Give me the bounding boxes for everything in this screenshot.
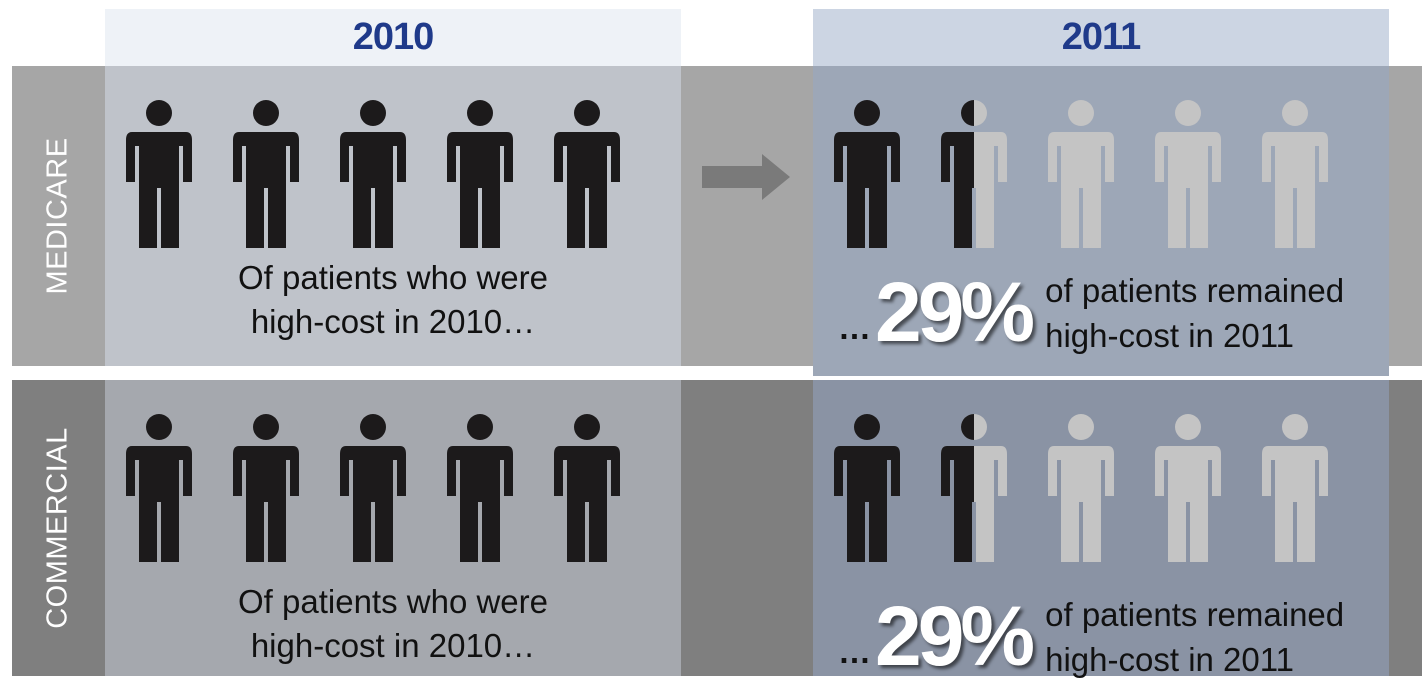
medicare-label-box [12,66,105,366]
arrow-right-icon [702,154,790,200]
medicare-2011-caption-line1: of patients remained [1045,271,1345,309]
commercial-2010-caption-line2: high-cost in 2010… [250,627,536,664]
commercial-ellipsis: … [838,632,871,670]
medicare-2011-people [834,100,1328,248]
commercial-2010-caption: Of patients who were high-cost in 2010… [105,580,681,668]
medicare-2010-caption: Of patients who were high-cost in 2010… [105,256,681,344]
person-icon [340,414,406,562]
medicare-2011-caption: of patients remained high-cost in 2011 [1045,268,1344,358]
person-icon [554,100,620,248]
medicare-2010-people [126,100,620,248]
person-icon [447,100,513,248]
medicare-row-label: MEDICARE [41,137,74,295]
person-icon [1262,100,1328,248]
medicare-2010-caption-line1: Of patients who were [238,259,548,296]
person-icon [554,414,620,562]
header-2011-label: 2011 [1061,16,1141,58]
person-icon [1155,100,1221,248]
medicare-percent: 29% [875,265,1035,359]
commercial-percent: 29% [875,589,1035,683]
person-icon [941,100,1007,248]
medicare-2011-caption-line2: high-cost in 2011 [1045,316,1295,354]
person-icon [1048,414,1114,562]
person-icon [1155,414,1221,562]
commercial-row-label: COMMERCIAL [41,427,74,629]
person-icon [233,100,299,248]
commercial-2011-caption: of patients remained high-cost in 2011 [1045,592,1344,682]
header-2010-label: 2010 [352,16,435,58]
person-icon [233,414,299,562]
medicare-2011-stat: … 29% of patients remained high-cost in … [838,264,1344,361]
person-icon [447,414,513,562]
commercial-2011-caption-line1: of patients remained [1045,595,1345,633]
commercial-2011-caption-line2: high-cost in 2011 [1045,640,1295,678]
person-icon [834,414,900,562]
person-icon [1262,414,1328,562]
commercial-2010-people [126,414,620,562]
person-icon [126,100,192,248]
commercial-2011-stat: … 29% of patients remained high-cost in … [838,588,1344,685]
header-2010: 2010 [105,9,681,66]
header-2011: 2011 [813,9,1389,66]
person-icon [941,414,1007,562]
commercial-label-box [12,380,105,676]
person-icon [1048,100,1114,248]
medicare-ellipsis: … [838,308,871,346]
commercial-2010-caption-line1: Of patients who were [238,583,548,620]
medicare-2010-caption-line2: high-cost in 2010… [250,303,536,340]
commercial-2011-people [834,414,1328,562]
person-icon [126,414,192,562]
person-icon [340,100,406,248]
person-icon [834,100,900,248]
